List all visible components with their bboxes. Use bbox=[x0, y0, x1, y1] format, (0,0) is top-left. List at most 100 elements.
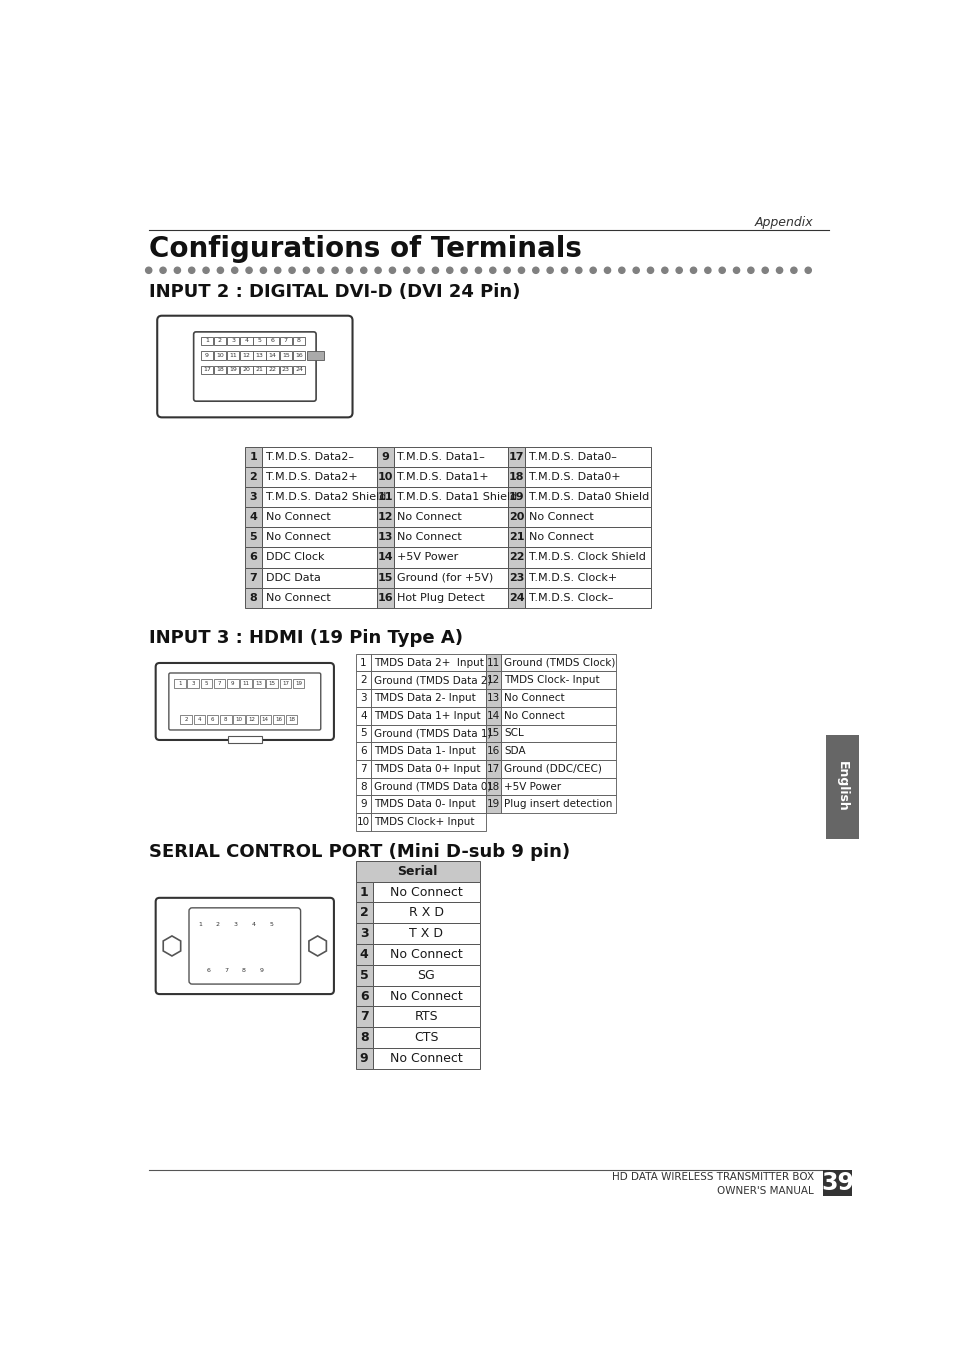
Circle shape bbox=[231, 921, 240, 929]
Bar bbox=[355, 760, 371, 777]
Text: 4: 4 bbox=[251, 922, 255, 927]
Text: 14: 14 bbox=[269, 353, 276, 357]
Text: T.M.D.S. Data1+: T.M.D.S. Data1+ bbox=[397, 473, 489, 482]
Circle shape bbox=[661, 267, 667, 274]
Text: 2: 2 bbox=[215, 922, 219, 927]
Text: 21: 21 bbox=[509, 532, 524, 543]
Bar bbox=[355, 881, 373, 903]
Text: T.M.D.S. Data0 Shield: T.M.D.S. Data0 Shield bbox=[529, 493, 649, 502]
Bar bbox=[376, 528, 394, 547]
Text: 1: 1 bbox=[359, 658, 366, 668]
Text: 3: 3 bbox=[233, 922, 237, 927]
Text: 14: 14 bbox=[486, 711, 499, 720]
Bar bbox=[394, 567, 508, 588]
Polygon shape bbox=[309, 936, 326, 956]
Text: 8: 8 bbox=[242, 968, 246, 974]
Circle shape bbox=[733, 267, 739, 274]
Text: 11: 11 bbox=[377, 493, 393, 502]
Circle shape bbox=[618, 267, 624, 274]
Bar bbox=[371, 814, 485, 831]
Bar bbox=[485, 689, 500, 707]
Circle shape bbox=[257, 967, 266, 976]
Bar bbox=[822, 1170, 852, 1196]
Circle shape bbox=[676, 267, 681, 274]
Text: 11: 11 bbox=[486, 658, 499, 668]
Text: 6: 6 bbox=[359, 746, 366, 756]
Bar bbox=[355, 814, 371, 831]
Bar bbox=[373, 986, 479, 1006]
Bar bbox=[273, 715, 284, 724]
Text: No Connect: No Connect bbox=[390, 886, 462, 899]
Bar bbox=[245, 567, 261, 588]
Text: No Connect: No Connect bbox=[266, 532, 330, 543]
Bar bbox=[213, 351, 226, 360]
Bar bbox=[394, 508, 508, 528]
Bar bbox=[373, 965, 479, 986]
Text: 2: 2 bbox=[249, 473, 257, 482]
Bar bbox=[245, 447, 261, 467]
Bar bbox=[508, 567, 525, 588]
Text: +5V Power: +5V Power bbox=[504, 781, 561, 792]
Bar bbox=[485, 724, 500, 742]
Bar bbox=[240, 337, 253, 345]
Text: 18: 18 bbox=[486, 781, 499, 792]
Bar bbox=[508, 547, 525, 567]
Bar bbox=[373, 1048, 479, 1068]
Text: T.M.D.S. Data0+: T.M.D.S. Data0+ bbox=[529, 473, 620, 482]
FancyBboxPatch shape bbox=[169, 673, 320, 730]
Text: 24: 24 bbox=[294, 367, 303, 372]
Text: 16: 16 bbox=[376, 593, 393, 603]
Text: TMDS Clock- Input: TMDS Clock- Input bbox=[504, 676, 599, 685]
Text: Appendix: Appendix bbox=[754, 217, 813, 229]
Circle shape bbox=[389, 267, 395, 274]
Bar bbox=[525, 447, 650, 467]
Text: SERIAL CONTROL PORT (Mini D-sub 9 pin): SERIAL CONTROL PORT (Mini D-sub 9 pin) bbox=[149, 842, 569, 861]
Circle shape bbox=[375, 267, 381, 274]
Bar bbox=[233, 715, 245, 724]
Bar bbox=[525, 487, 650, 508]
Circle shape bbox=[332, 267, 337, 274]
Text: No Connect: No Connect bbox=[266, 512, 330, 523]
Text: T.M.D.S. Data0–: T.M.D.S. Data0– bbox=[529, 452, 617, 462]
Text: 4: 4 bbox=[197, 718, 201, 722]
Circle shape bbox=[776, 267, 781, 274]
Text: 9: 9 bbox=[381, 452, 389, 462]
Circle shape bbox=[546, 267, 553, 274]
Circle shape bbox=[446, 267, 453, 274]
Text: Ground (TMDS Data 1): Ground (TMDS Data 1) bbox=[374, 728, 491, 738]
Text: 18: 18 bbox=[509, 473, 524, 482]
Bar bbox=[240, 351, 253, 360]
Bar bbox=[187, 680, 199, 688]
Bar bbox=[355, 724, 371, 742]
Bar bbox=[376, 467, 394, 487]
Bar bbox=[508, 528, 525, 547]
Bar bbox=[500, 777, 616, 795]
Circle shape bbox=[160, 267, 166, 274]
Text: 7: 7 bbox=[284, 338, 288, 343]
Text: DDC Data: DDC Data bbox=[266, 573, 320, 582]
Text: No Connect: No Connect bbox=[390, 948, 462, 961]
Text: English: English bbox=[835, 761, 848, 812]
Bar bbox=[371, 724, 485, 742]
Circle shape bbox=[217, 267, 223, 274]
Bar bbox=[355, 986, 373, 1006]
Circle shape bbox=[360, 267, 367, 274]
Text: 19: 19 bbox=[229, 367, 237, 372]
Bar bbox=[508, 447, 525, 467]
Circle shape bbox=[203, 267, 209, 274]
Text: 10: 10 bbox=[216, 353, 224, 357]
Bar bbox=[245, 528, 261, 547]
Circle shape bbox=[719, 267, 724, 274]
Bar bbox=[371, 689, 485, 707]
Bar bbox=[373, 1028, 479, 1048]
Circle shape bbox=[517, 267, 524, 274]
Text: RTS: RTS bbox=[414, 1010, 437, 1024]
Bar bbox=[246, 715, 257, 724]
Bar bbox=[253, 680, 265, 688]
Bar bbox=[355, 903, 373, 923]
Circle shape bbox=[575, 267, 581, 274]
FancyBboxPatch shape bbox=[157, 315, 353, 417]
Circle shape bbox=[319, 355, 344, 379]
Bar bbox=[500, 672, 616, 689]
Text: TMDS Data 0- Input: TMDS Data 0- Input bbox=[374, 799, 476, 810]
